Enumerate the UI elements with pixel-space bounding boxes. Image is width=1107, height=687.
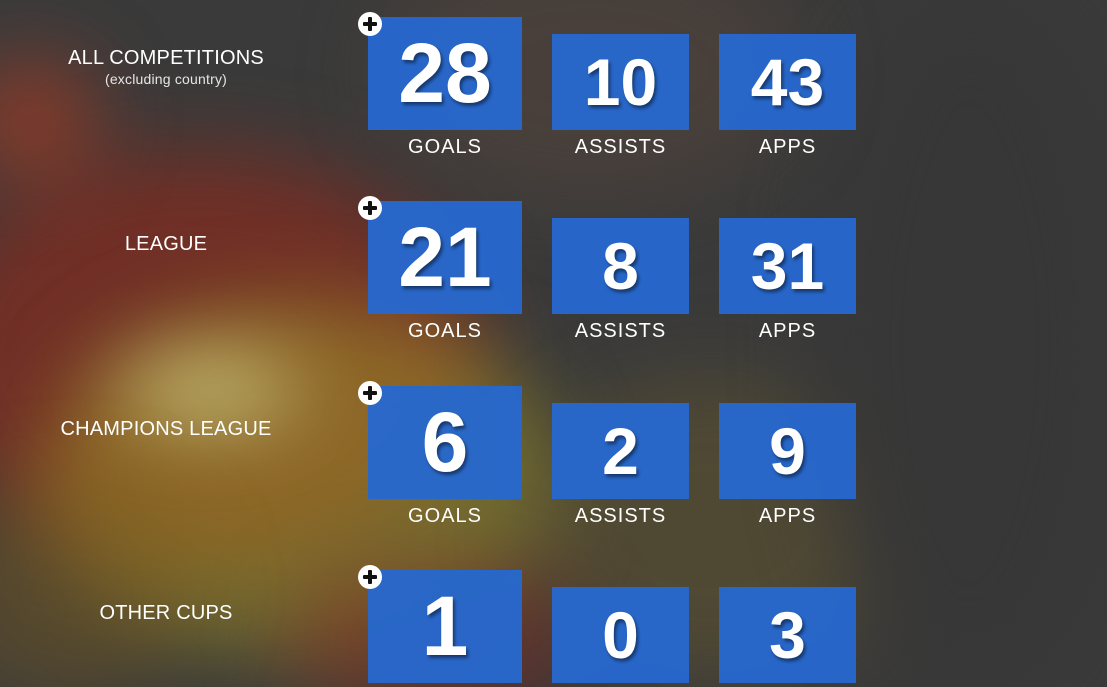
goals-stat-box: 21 — [368, 201, 522, 314]
assists-caption: ASSISTS — [574, 136, 667, 158]
assists-stat-box: 2 — [552, 403, 689, 499]
apps-stat-box: 43 — [719, 34, 856, 130]
plus-circle-icon[interactable] — [358, 381, 382, 405]
assists-caption: ASSISTS — [574, 320, 667, 342]
goals-caption: GOALS — [408, 505, 482, 527]
apps-stat-box: 3 — [719, 587, 856, 683]
assists-stat-box: 0 — [552, 587, 689, 683]
row-label: LEAGUE — [0, 233, 332, 256]
apps-caption: APPS — [758, 505, 817, 527]
goals-stat-box: 1 — [368, 570, 522, 683]
goals-stat-box: 28 — [368, 17, 522, 130]
apps-stat-box: 31 — [719, 218, 856, 314]
row-title: OTHER CUPS — [99, 602, 233, 624]
row-label: CHAMPIONS LEAGUE — [0, 418, 332, 441]
stats-row-all-competitions: ALL COMPETITIONS (excluding country) 28 … — [0, 12, 1107, 187]
row-title: CHAMPIONS LEAGUE — [60, 418, 272, 440]
apps-stat-box: 9 — [719, 403, 856, 499]
goals-stat-box: 6 — [368, 386, 522, 499]
assists-stat-box: 8 — [552, 218, 689, 314]
apps-caption: APPS — [758, 136, 817, 158]
plus-circle-icon[interactable] — [358, 196, 382, 220]
plus-circle-icon[interactable] — [358, 12, 382, 36]
stats-row-other-cups: OTHER CUPS 1 0 3 — [0, 565, 1107, 687]
stats-row-champions-league: CHAMPIONS LEAGUE 6 2 9 GOALS ASSISTS APP… — [0, 381, 1107, 556]
row-title: ALL COMPETITIONS — [68, 47, 264, 69]
stats-row-league: LEAGUE 21 8 31 GOALS ASSISTS APPS — [0, 196, 1107, 371]
row-subtitle: (excluding country) — [104, 71, 228, 87]
goals-caption: GOALS — [408, 136, 482, 158]
assists-stat-box: 10 — [552, 34, 689, 130]
row-label: OTHER CUPS — [0, 602, 332, 625]
assists-caption: ASSISTS — [574, 505, 667, 527]
row-title: LEAGUE — [124, 233, 208, 255]
goals-caption: GOALS — [408, 320, 482, 342]
apps-caption: APPS — [758, 320, 817, 342]
plus-circle-icon[interactable] — [358, 565, 382, 589]
row-label: ALL COMPETITIONS (excluding country) — [0, 47, 332, 87]
